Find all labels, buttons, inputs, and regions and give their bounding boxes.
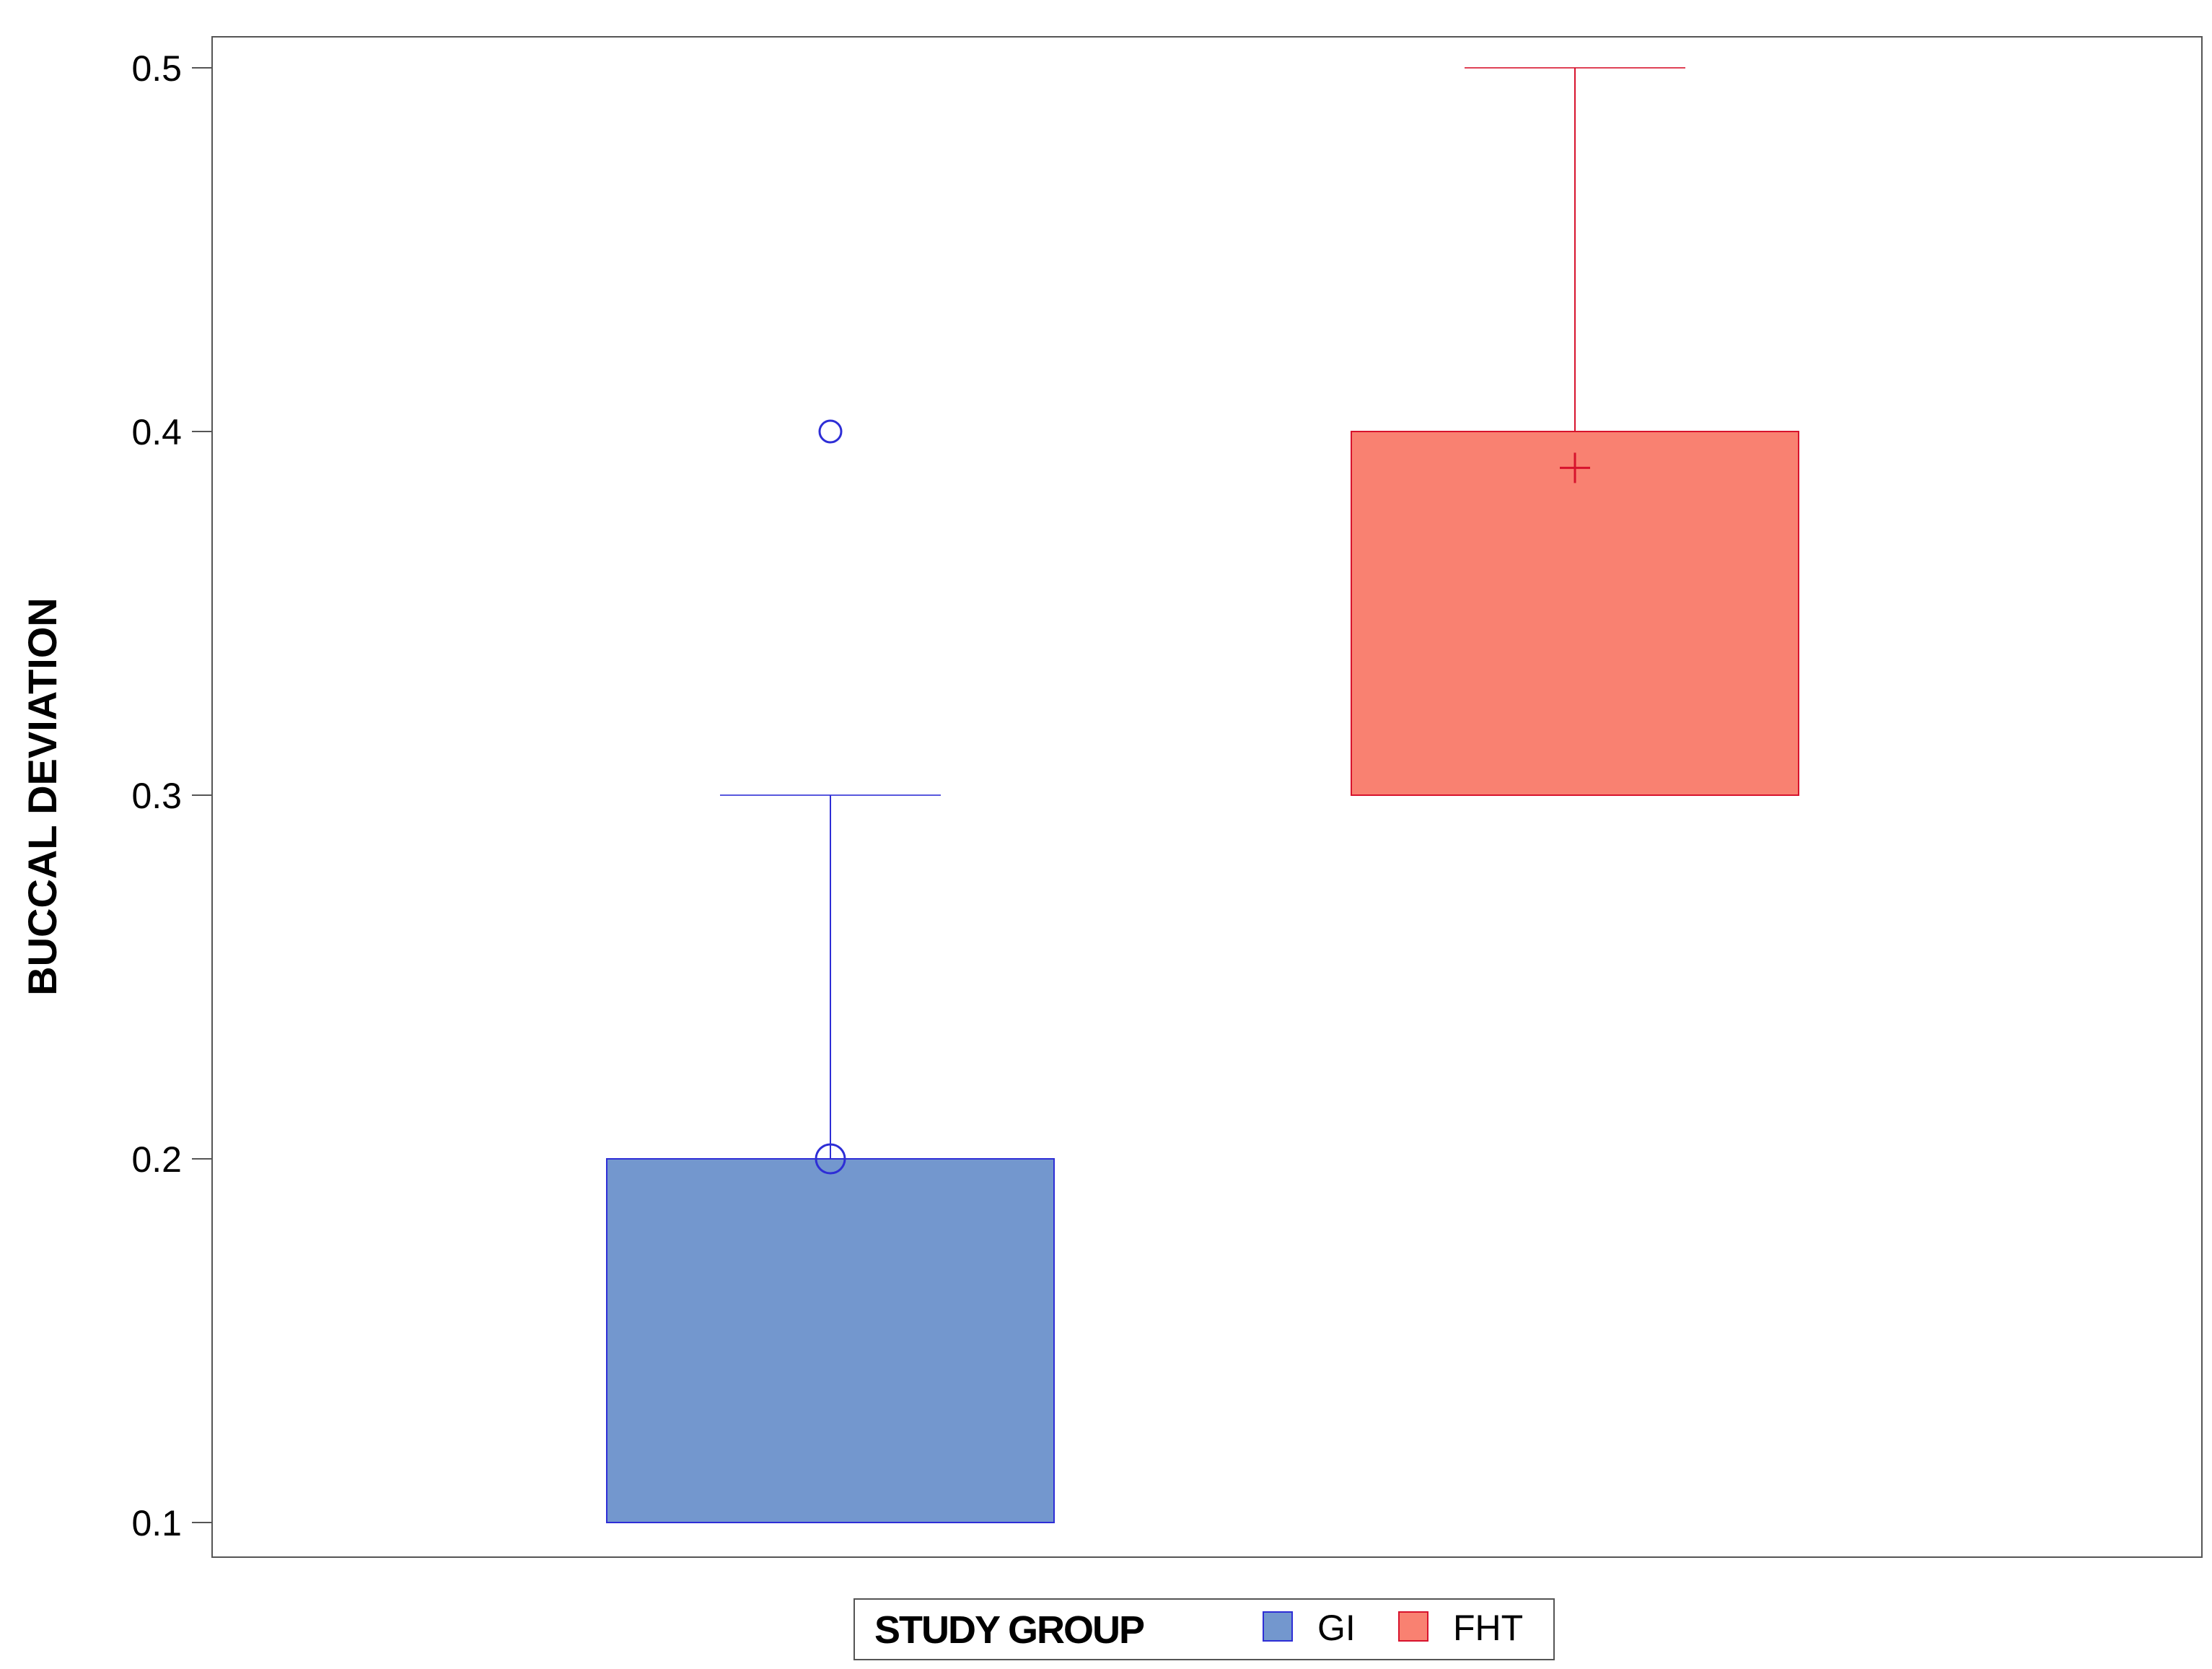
legend-frame <box>853 1598 1555 1660</box>
y-tick-label: 0.3 <box>131 776 182 816</box>
legend-swatch-gi <box>1263 1611 1293 1642</box>
y-tick-label: 0.2 <box>131 1139 182 1180</box>
plot-frame <box>211 36 2203 1558</box>
outlier-gi <box>818 419 843 444</box>
legend-label-gi: GI <box>1317 1608 1356 1648</box>
legend: STUDY GROUP GI FHT <box>853 1598 1555 1660</box>
y-tick-label: 0.5 <box>131 48 182 89</box>
y-axis: 0.1 0.2 0.3 0.4 0.5 <box>131 48 212 1543</box>
legend-swatch-fht <box>1398 1611 1428 1642</box>
box-gi <box>606 1158 1055 1523</box>
legend-title: STUDY GROUP <box>874 1608 1144 1652</box>
mean-marker-gi <box>815 1143 846 1175</box>
y-tick-label: 0.4 <box>131 412 182 452</box>
box-fht <box>1351 431 1799 796</box>
y-tick-label: 0.1 <box>131 1503 182 1543</box>
legend-label-fht: FHT <box>1453 1608 1523 1648</box>
box-group <box>606 67 1799 1523</box>
y-axis-label: BUCCAL DEVIATION <box>19 597 65 996</box>
